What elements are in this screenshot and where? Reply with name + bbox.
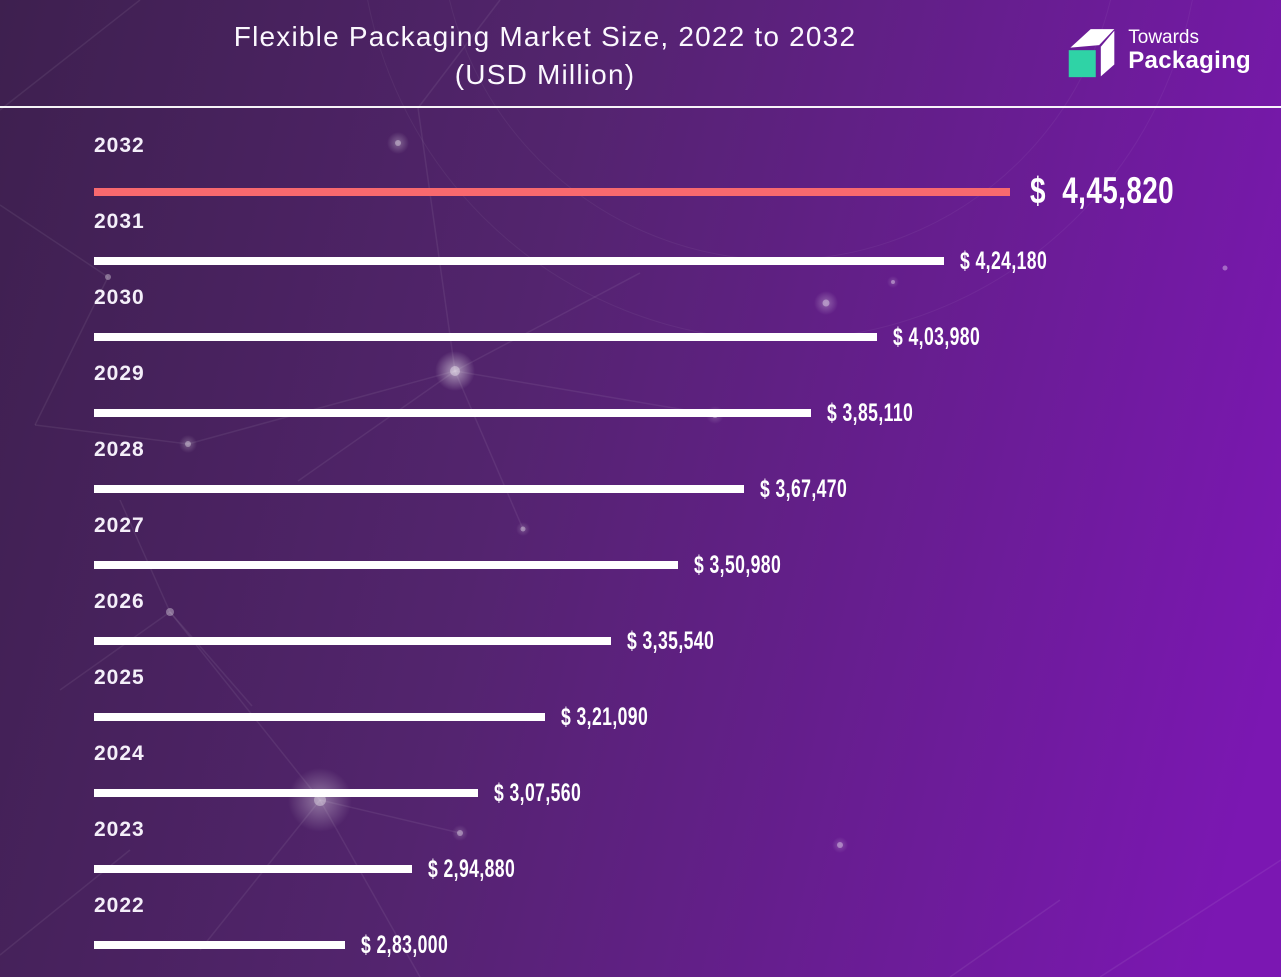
chart-row: 2024 $ 3,07,560 <box>94 736 1281 812</box>
logo-wordmark: Towards Packaging <box>1128 27 1251 75</box>
bar-line: $ 3,85,110 <box>94 398 1281 427</box>
value-label: $ 3,67,470 <box>760 474 848 503</box>
value-label: $ 2,94,880 <box>427 854 515 883</box>
bar <box>94 789 478 797</box>
chart-row: 2023 $ 2,94,880 <box>94 812 1281 888</box>
chart-title-line2: (USD Million) <box>454 59 636 90</box>
bar-line: $ 2,83,000 <box>94 930 1281 959</box>
year-label: 2032 <box>94 134 145 157</box>
bar-line: $ 4,24,180 <box>94 246 1281 275</box>
chart-row: 2030 $ 4,03,980 <box>94 280 1281 356</box>
chart-row: 2029 $ 3,85,110 <box>94 356 1281 432</box>
chart-row: 2031 $ 4,24,180 <box>94 204 1281 280</box>
bar-line: $ 4,03,980 <box>94 322 1281 351</box>
value-label: $ 3,35,540 <box>627 626 715 655</box>
bar-line: $ 2,94,880 <box>94 854 1281 883</box>
bar <box>94 257 944 265</box>
bar <box>94 561 678 569</box>
chart-row: 2032 $ 4,45,820 <box>94 128 1281 211</box>
chart-title: Flexible Packaging Market Size, 2022 to … <box>0 18 1090 94</box>
chart-row: 2025 $ 3,21,090 <box>94 660 1281 736</box>
bar-line: $ 3,67,470 <box>94 474 1281 503</box>
bar-line: $ 3,07,560 <box>94 778 1281 807</box>
year-label: 2030 <box>94 286 145 309</box>
bar-line: $ 3,35,540 <box>94 626 1281 655</box>
value-label: $ 4,45,820 <box>1030 170 1175 212</box>
bar <box>94 409 811 417</box>
value-label: $ 4,03,980 <box>893 322 981 351</box>
year-label: 2026 <box>94 590 145 613</box>
bar-line: $ 3,21,090 <box>94 702 1281 731</box>
bar <box>94 485 744 493</box>
year-label: 2023 <box>94 818 145 841</box>
logo-text-packaging: Packaging <box>1128 47 1251 75</box>
year-label: 2025 <box>94 666 145 689</box>
bar-line: $ 4,45,820 <box>94 170 1281 212</box>
bar-line: $ 3,50,980 <box>94 550 1281 579</box>
logo-cube-icon <box>1069 29 1115 78</box>
bar <box>94 713 545 721</box>
value-label: $ 4,24,180 <box>959 246 1047 275</box>
chart-row: 2026 $ 3,35,540 <box>94 584 1281 660</box>
value-label: $ 3,21,090 <box>560 702 648 731</box>
chart-row: 2028 $ 3,67,470 <box>94 432 1281 508</box>
bar-chart: 2032 $ 4,45,820 2031 $ 4,24,180 2030 $ 4… <box>94 128 1281 964</box>
bar <box>94 333 877 341</box>
chart-row: 2027 $ 3,50,980 <box>94 508 1281 584</box>
header-divider <box>0 106 1281 108</box>
bar <box>94 637 611 645</box>
value-label: $ 3,50,980 <box>693 550 781 579</box>
bar <box>94 187 1010 196</box>
chart-title-line1: Flexible Packaging Market Size, 2022 to … <box>233 21 857 52</box>
year-label: 2027 <box>94 514 145 537</box>
header: Flexible Packaging Market Size, 2022 to … <box>0 0 1281 106</box>
value-label: $ 2,83,000 <box>361 930 449 959</box>
bar <box>94 941 345 949</box>
year-label: 2028 <box>94 438 145 461</box>
year-label: 2024 <box>94 742 145 765</box>
year-label: 2029 <box>94 362 145 385</box>
chart-row: 2022 $ 2,83,000 <box>94 888 1281 964</box>
logo-text-towards: Towards <box>1128 27 1199 49</box>
year-label: 2022 <box>94 894 145 917</box>
value-label: $ 3,07,560 <box>494 778 582 807</box>
year-label: 2031 <box>94 210 145 233</box>
bar <box>94 865 412 873</box>
towards-packaging-logo: Towards Packaging <box>1062 22 1251 80</box>
value-label: $ 3,85,110 <box>826 398 913 427</box>
